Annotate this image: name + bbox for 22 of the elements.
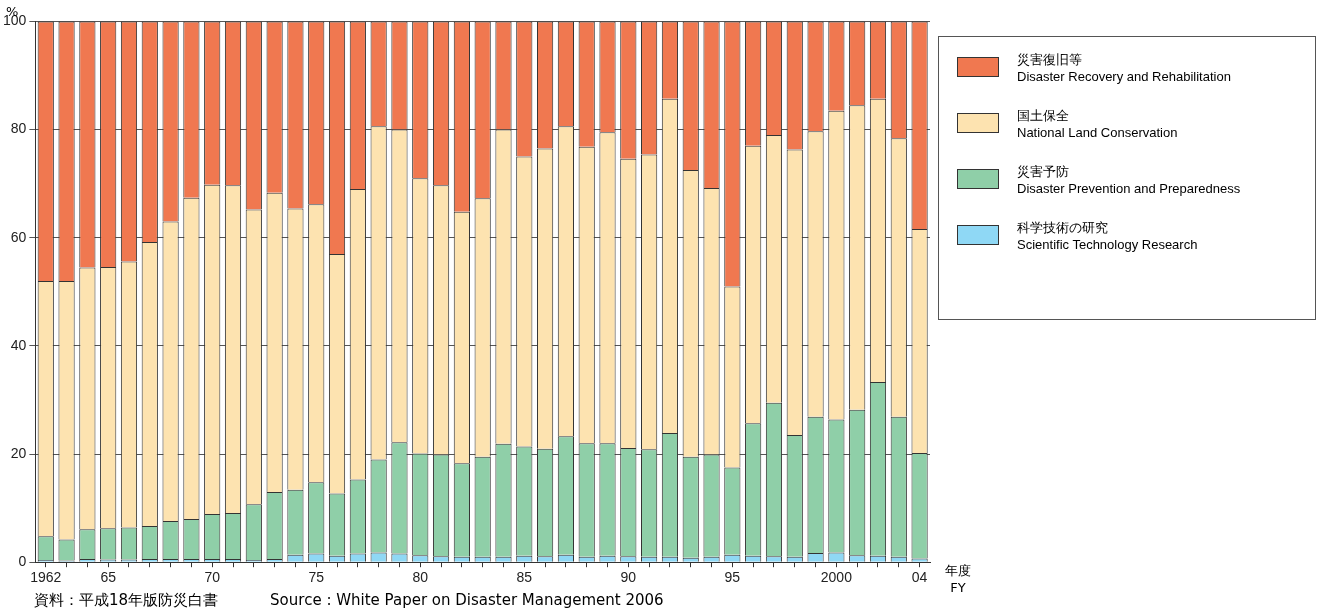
x-tick-label: 85: [516, 569, 533, 586]
y-tick-label: 60: [10, 228, 27, 245]
y-tick-label: 0: [18, 553, 27, 570]
x-tick-label: 04: [911, 569, 928, 586]
x-tick-label: 95: [724, 569, 741, 586]
text: 国土保全 National Land Conservation: [1017, 107, 1178, 141]
legend-label: 災害予防 Disaster Prevention and Preparedness: [1017, 163, 1241, 197]
x-axis-title: 年度 FY: [945, 562, 971, 596]
y-tick-label: 80: [10, 120, 27, 137]
x-tick-label: 90: [620, 569, 637, 586]
y-tick-label: 40: [10, 336, 27, 353]
text: 資料：平成18年版防災白書: [34, 591, 219, 610]
legend-label: 科学技術の研究 Scientific Technology Research: [1017, 219, 1198, 253]
x-tick-label: 1962: [30, 569, 62, 586]
legend-label: 災害復旧等 Disaster Recovery and Rehabilitation: [1017, 51, 1231, 85]
x-tick-label: 75: [308, 569, 325, 586]
x-tick-label: 65: [100, 569, 117, 586]
source-note: Source : White Paper on Disaster Management 2006: [270, 591, 664, 610]
x-tick-label: 70: [204, 569, 221, 586]
x-tick-label: 80: [412, 569, 429, 586]
y-tick-label: 20: [10, 444, 27, 461]
x-tick-label: 2000: [820, 569, 853, 586]
